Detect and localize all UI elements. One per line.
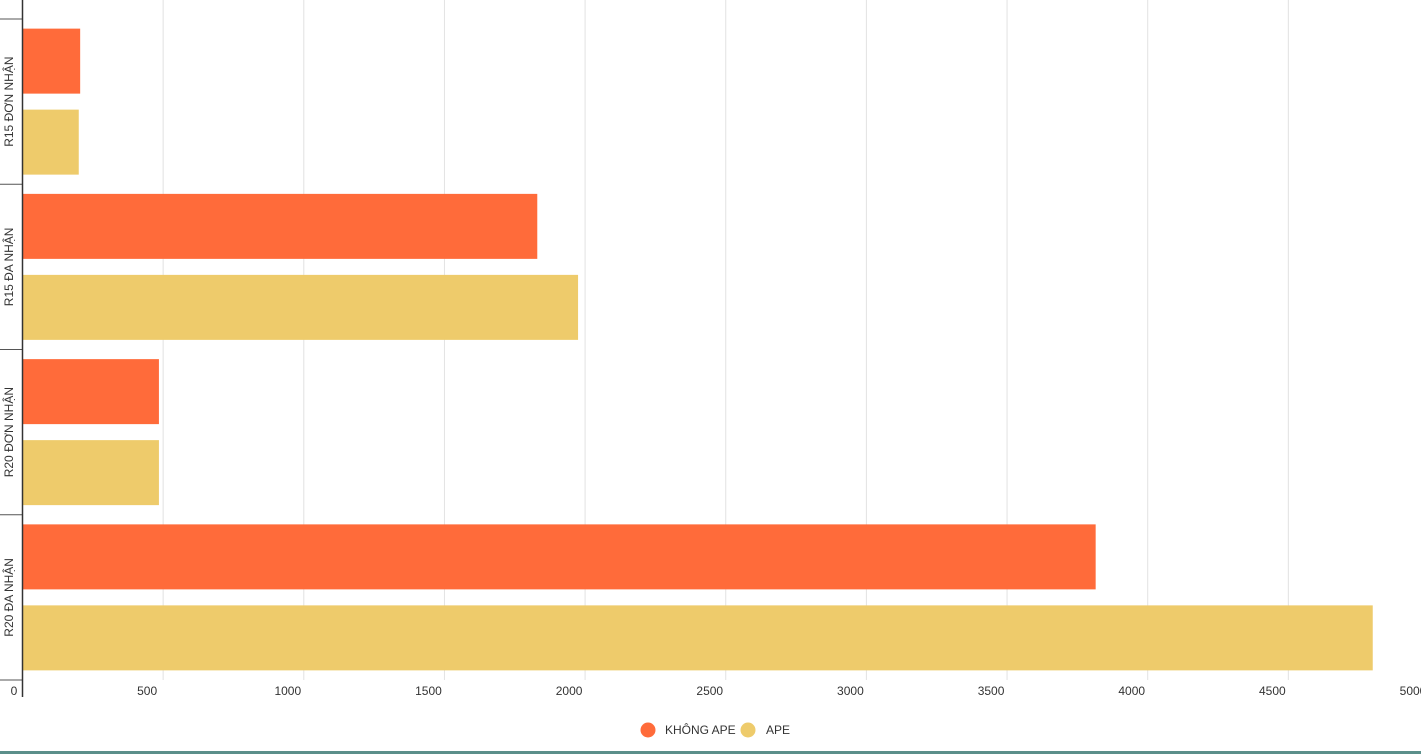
legend-swatch[interactable] xyxy=(640,722,656,738)
category-label: R20 ĐƠN NHẬN xyxy=(1,387,16,477)
category-label: R20 ĐA NHẬN xyxy=(1,558,16,637)
category-labels: R15 ĐƠN NHẬN R15 ĐA NHẬN R20 ĐƠN NHẬN R20 Đ… xyxy=(1,56,16,636)
grid-lines xyxy=(162,0,1289,680)
bar[interactable] xyxy=(22,359,159,425)
bars xyxy=(22,28,1373,671)
x-tick-label: 1000 xyxy=(274,684,301,698)
bar[interactable] xyxy=(22,193,538,259)
x-tick-label: 2000 xyxy=(556,684,583,698)
x-tick-label: 3500 xyxy=(978,684,1005,698)
x-tick-label: 5000 xyxy=(1400,684,1421,698)
legend-label[interactable]: KHÔNG APE xyxy=(665,722,736,737)
legend-swatch[interactable] xyxy=(740,722,756,738)
x-tick-label: 0 xyxy=(11,684,18,698)
x-tick-label: 1500 xyxy=(415,684,442,698)
bar[interactable] xyxy=(22,109,79,175)
x-tick-label: 4000 xyxy=(1118,684,1145,698)
x-tick-label: 2500 xyxy=(696,684,723,698)
bottom-border xyxy=(0,751,1421,754)
axes xyxy=(0,0,24,697)
bar[interactable] xyxy=(22,524,1096,590)
legend: KHÔNG APE APE xyxy=(640,722,790,738)
bar[interactable] xyxy=(22,440,159,506)
bar[interactable] xyxy=(22,274,579,340)
x-tick-label: 3000 xyxy=(837,684,864,698)
category-label: R15 ĐƠN NHẬN xyxy=(1,56,16,146)
bar[interactable] xyxy=(22,28,81,94)
legend-label[interactable]: APE xyxy=(766,723,790,737)
category-label: R15 ĐA NHẬN xyxy=(1,228,16,307)
x-tick-label: 4500 xyxy=(1259,684,1286,698)
x-tick-labels: 0 500 1000 1500 2000 2500 3000 3500 4000 4500 5000 xyxy=(11,684,1421,698)
x-tick-label: 500 xyxy=(137,684,157,698)
bar[interactable] xyxy=(22,605,1373,671)
